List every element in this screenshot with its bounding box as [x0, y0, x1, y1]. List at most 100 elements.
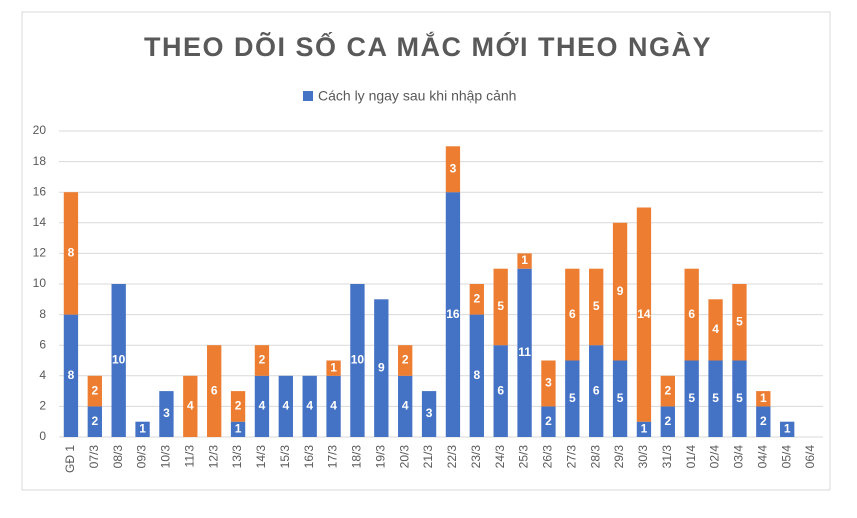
y-tick-label: 0	[39, 429, 46, 443]
x-tick-label: 08/3	[111, 445, 125, 469]
data-label: 3	[426, 406, 433, 420]
y-tick-label: 6	[39, 337, 46, 351]
bar-segment	[159, 391, 174, 437]
bar-segment	[111, 284, 126, 437]
data-label: 2	[259, 353, 266, 367]
data-label: 5	[569, 391, 576, 405]
bar-segment	[254, 345, 270, 376]
x-tick-label: 04/4	[755, 445, 769, 469]
data-label: 6	[688, 307, 695, 321]
legend-swatch	[303, 91, 313, 101]
data-label: 5	[593, 299, 600, 313]
x-tick-label: 27/3	[564, 445, 578, 469]
bar-segment	[278, 375, 293, 437]
x-tick-label: 02/4	[708, 445, 722, 469]
data-label: 2	[235, 399, 242, 413]
bar-segment	[517, 253, 532, 269]
data-label: 8	[68, 368, 75, 382]
bar-segment	[302, 375, 317, 437]
bar-segment	[708, 360, 723, 437]
x-tick-label: 05/4	[779, 445, 793, 469]
data-label: 5	[617, 391, 624, 405]
bar-segment	[660, 375, 675, 407]
data-label: 1	[784, 422, 791, 436]
bar-segment	[756, 391, 771, 407]
data-label: 6	[593, 383, 600, 397]
bar-segment	[589, 268, 604, 346]
x-tick-label: 29/3	[612, 445, 626, 469]
bar-segment	[541, 406, 556, 437]
y-tick-label: 2	[39, 399, 46, 413]
data-label: 4	[712, 322, 719, 336]
bar-segment	[230, 421, 246, 437]
bar-segment	[612, 360, 628, 437]
data-label: 2	[664, 414, 671, 428]
x-tick-label: 25/3	[517, 445, 531, 469]
bar-segment	[421, 391, 437, 437]
bar-segment	[684, 268, 699, 361]
data-label: 1	[235, 422, 242, 436]
bar-segment	[541, 360, 556, 407]
data-label: 5	[688, 391, 695, 405]
bar-segment	[780, 421, 795, 437]
bar-segment	[398, 375, 413, 437]
bar-segment	[326, 360, 341, 376]
data-label: 4	[330, 399, 337, 413]
x-tick-label: 09/3	[135, 445, 149, 469]
x-tick-label: 06/4	[803, 445, 817, 469]
y-tick-label: 20	[33, 123, 47, 137]
x-tick-label: 15/3	[278, 445, 292, 469]
bar-segment	[756, 406, 771, 437]
x-tick-label: 30/3	[636, 445, 650, 469]
data-label: 8	[68, 246, 75, 260]
x-tick-label: 14/3	[254, 445, 268, 469]
bar-segment	[517, 268, 532, 437]
data-label: 9	[617, 284, 624, 298]
data-label: 2	[664, 383, 671, 397]
bar-segment	[493, 268, 508, 346]
data-label: 5	[712, 391, 719, 405]
x-tick-label: 26/3	[541, 445, 555, 469]
data-label: 14	[637, 307, 651, 321]
data-label: 6	[211, 383, 218, 397]
bar-segment	[207, 345, 222, 437]
bar-segment	[732, 360, 747, 437]
y-tick-label: 10	[33, 276, 47, 290]
data-label: 3	[545, 376, 552, 390]
bar-segment	[589, 345, 604, 437]
bar-segment	[183, 375, 198, 437]
bar-segment	[565, 360, 580, 437]
x-tick-label: 17/3	[326, 445, 340, 469]
data-label: 10	[351, 353, 365, 367]
x-tick-label: 13/3	[230, 445, 244, 469]
x-tick-label: 03/4	[732, 445, 746, 469]
bar-segment	[398, 345, 413, 376]
data-label: 16	[446, 307, 460, 321]
x-tick-label: 19/3	[373, 445, 387, 469]
bar-segment	[493, 345, 508, 437]
x-tick-label: 12/3	[206, 445, 220, 469]
y-tick-label: 14	[33, 215, 47, 229]
bar-segment	[469, 314, 484, 437]
x-tick-label: 18/3	[350, 445, 364, 469]
bar-segment	[87, 406, 102, 437]
y-tick-label: 4	[39, 368, 46, 382]
bar-segment	[684, 360, 699, 437]
data-label: 5	[736, 314, 743, 328]
bar-segment	[374, 299, 389, 437]
data-label: 3	[450, 161, 457, 175]
data-label: 1	[641, 422, 648, 436]
data-label: 2	[760, 414, 767, 428]
data-label: 2	[402, 353, 409, 367]
bar-segment	[135, 421, 150, 437]
x-tick-label: 20/3	[397, 445, 411, 469]
data-label: 1	[330, 360, 337, 374]
bar-segment	[660, 406, 675, 437]
data-label: 4	[187, 399, 194, 413]
data-label: 4	[259, 399, 266, 413]
x-tick-label: 23/3	[469, 445, 483, 469]
bar-segment	[326, 375, 341, 437]
data-label: 1	[139, 422, 146, 436]
x-tick-label: 11/3	[182, 445, 196, 468]
